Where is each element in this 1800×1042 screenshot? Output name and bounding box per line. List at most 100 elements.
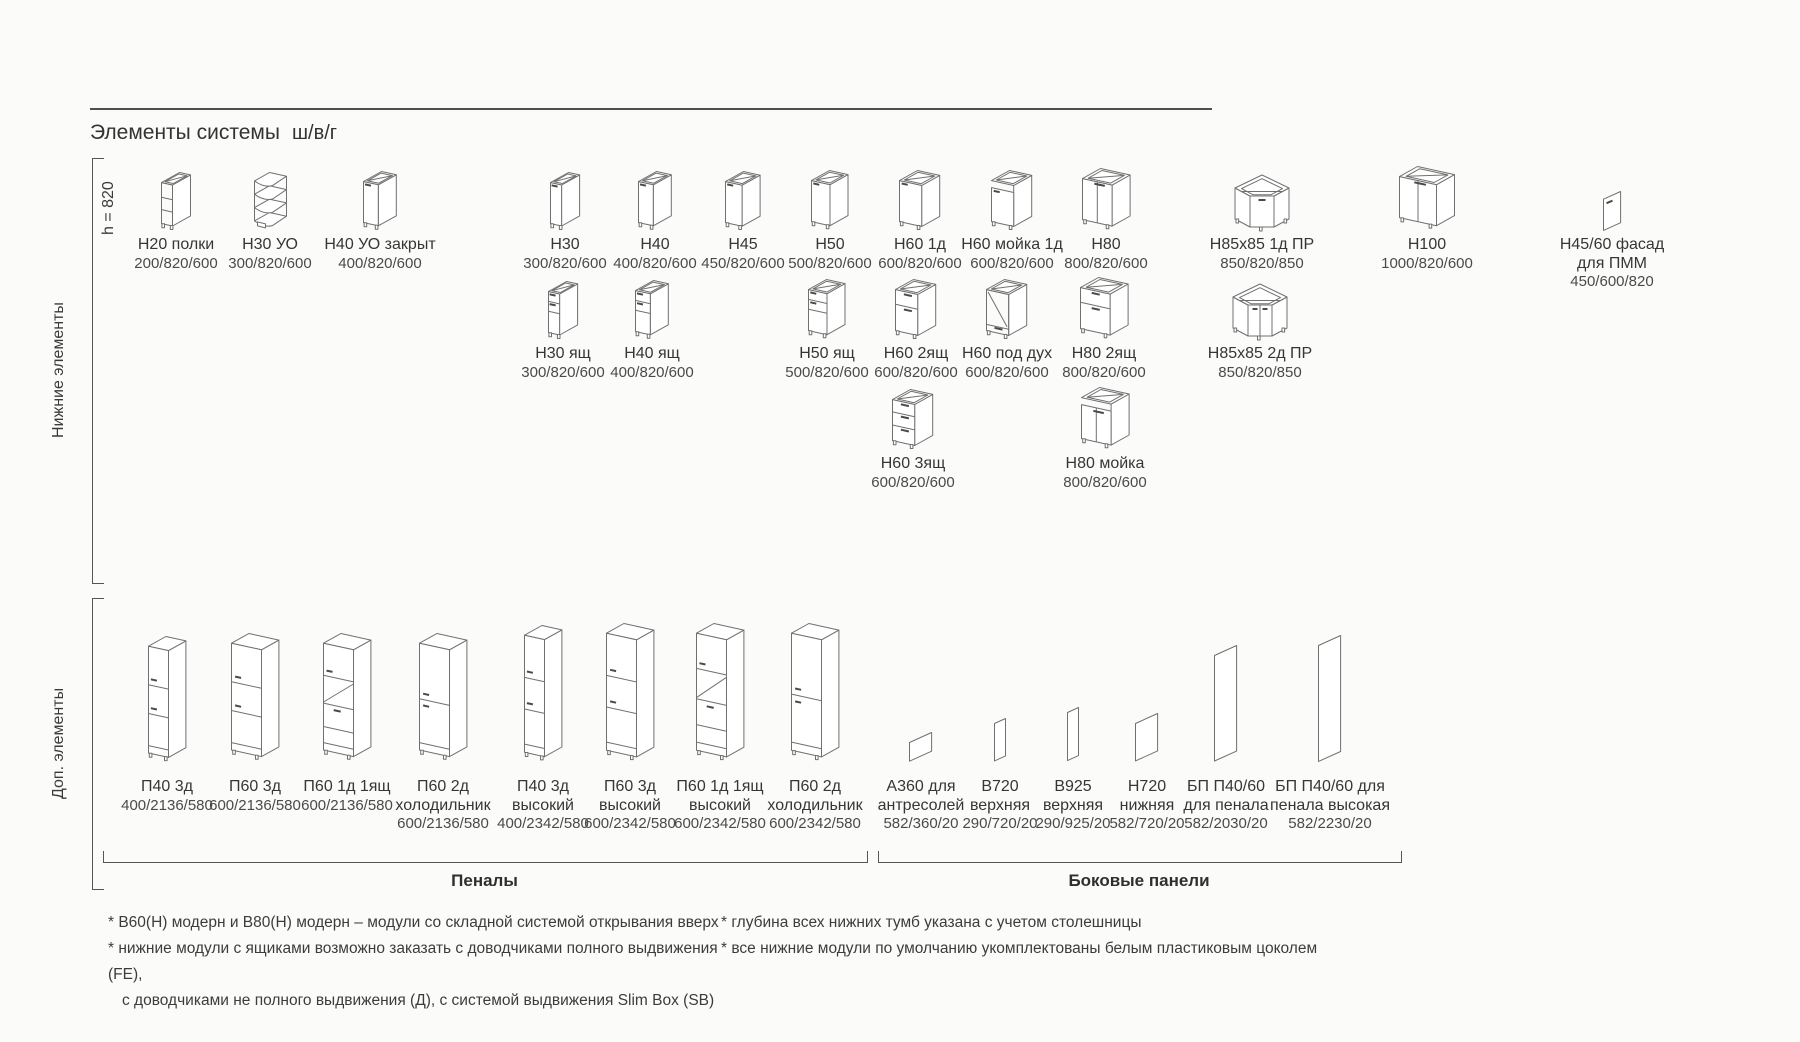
header-rule bbox=[90, 108, 1212, 110]
item-dims: 582/360/20 bbox=[883, 815, 959, 832]
item-name-2: нижняя bbox=[1119, 796, 1175, 814]
catalog-item: Н100 1000/820/600 bbox=[1365, 159, 1489, 273]
drawers-2-icon bbox=[854, 268, 978, 342]
item-name: Н20 полки bbox=[137, 236, 215, 253]
item-dims: 850/820/850 bbox=[1218, 363, 1302, 381]
door-1-icon bbox=[681, 159, 805, 233]
catalog-item: Н30 УО 300/820/600 bbox=[208, 159, 332, 273]
catalog-item: П60 1д 1ящ высокий 600/2342/580 bbox=[658, 618, 782, 834]
item-dims: 600/820/600 bbox=[970, 254, 1054, 272]
tall-3-door-icon bbox=[193, 618, 317, 764]
item-name: Н60 под дух bbox=[961, 345, 1053, 362]
door-1-icon bbox=[858, 159, 982, 233]
catalog-item: БП П40/60 для пенала высокая 582/2230/20 bbox=[1268, 618, 1392, 834]
side-panels-bracket bbox=[878, 851, 1402, 863]
item-dims: 400/820/600 bbox=[613, 254, 697, 272]
item-dims: 600/2342/580 bbox=[584, 815, 676, 832]
door-2-icon bbox=[1044, 159, 1168, 233]
catalog-item: Н85х85 1д ПР 850/820/850 bbox=[1200, 159, 1324, 273]
item-name: П60 1д 1ящ bbox=[676, 778, 764, 795]
catalog-item: Н30 ящ 300/820/600 bbox=[501, 268, 625, 382]
item-name: Н50 ящ bbox=[799, 345, 855, 362]
side-panel-icon bbox=[1011, 618, 1135, 764]
item-name: Н80 bbox=[1091, 236, 1121, 253]
item-name: Н720 bbox=[1127, 778, 1167, 795]
catalog-item: В925 верхняя 290/925/20 bbox=[1011, 618, 1135, 834]
door-1-icon bbox=[503, 159, 627, 233]
item-name: П40 3д bbox=[141, 778, 193, 795]
penals-bracket bbox=[103, 851, 868, 863]
footnote-line: * В60(Н) модерн и В80(Н) модерн – модули… bbox=[108, 914, 719, 931]
item-name: В720 bbox=[981, 778, 1019, 795]
catalog-item: П60 1д 1ящ 600/2136/580 bbox=[285, 618, 409, 815]
item-dims: 400/2342/580 bbox=[497, 815, 589, 832]
door-2-icon bbox=[1365, 159, 1489, 233]
units-label: ш/в/г bbox=[292, 122, 338, 144]
item-dims: 300/820/600 bbox=[523, 254, 607, 272]
item-dims: 300/820/600 bbox=[228, 254, 312, 272]
side-panel-icon bbox=[859, 618, 983, 764]
item-name: П60 3д bbox=[604, 778, 656, 795]
item-name: Н80 2ящ bbox=[1071, 345, 1137, 362]
item-dims: 200/820/600 bbox=[134, 254, 218, 272]
side-panel-icon bbox=[1085, 618, 1209, 764]
item-dims: 600/2136/580 bbox=[301, 796, 393, 814]
item-dims: 600/820/600 bbox=[878, 254, 962, 272]
tall-3-door-icon bbox=[568, 618, 692, 764]
item-dims: 582/2030/20 bbox=[1184, 815, 1268, 832]
item-name: Н60 2ящ bbox=[883, 345, 949, 362]
catalog-item: П40 3д высокий 400/2342/580 bbox=[481, 618, 605, 834]
drawers-2-icon bbox=[1042, 268, 1166, 342]
catalog-item: В720 верхняя 290/720/20 bbox=[938, 618, 1062, 834]
catalog-item: Н80 2ящ 800/820/600 bbox=[1042, 268, 1166, 382]
sink-1-door-icon bbox=[950, 159, 1074, 233]
item-dims: 450/820/600 bbox=[701, 254, 785, 272]
item-name: БП П40/60 bbox=[1187, 778, 1265, 795]
item-name-2: холодильник bbox=[767, 796, 863, 814]
drawers-2-door-icon bbox=[765, 268, 889, 342]
item-name: А360 для bbox=[886, 778, 956, 795]
item-dims: 290/720/20 bbox=[962, 815, 1038, 832]
catalog-item: Н30 300/820/600 bbox=[503, 159, 627, 273]
item-dims: 500/820/600 bbox=[788, 254, 872, 272]
item-dims: 400/820/600 bbox=[338, 254, 422, 272]
item-dims: 850/820/850 bbox=[1220, 254, 1304, 272]
catalog-item: Н45/60 фасад для ПММ 450/600/820 bbox=[1550, 159, 1674, 292]
corner-shelves-icon bbox=[208, 159, 332, 233]
item-name-2: высокий bbox=[689, 796, 751, 814]
corner-2-door-icon bbox=[1198, 268, 1322, 342]
item-dims: 400/820/600 bbox=[610, 363, 694, 381]
item-dims: 582/720/20 bbox=[1109, 815, 1185, 832]
item-name: Н85х85 1д ПР bbox=[1209, 236, 1315, 253]
footnote-line: * нижние модули с ящиками возможно заказ… bbox=[108, 940, 718, 983]
shelves-open-icon bbox=[114, 159, 238, 233]
catalog-item: П60 3д высокий 600/2342/580 bbox=[568, 618, 692, 834]
item-dims: 600/2136/580 bbox=[397, 815, 489, 832]
item-name-2: высокий bbox=[512, 796, 574, 814]
item-name: Н60 мойка 1д bbox=[961, 236, 1063, 253]
item-name: Н100 bbox=[1407, 236, 1447, 253]
catalog-item: Н60 под дух 600/820/600 bbox=[945, 268, 1069, 382]
item-name: Н45 bbox=[728, 236, 758, 253]
group-label-penals: Пеналы bbox=[451, 871, 518, 890]
tall-oven-icon bbox=[658, 618, 782, 764]
catalog-item: Н20 полки 200/820/600 bbox=[114, 159, 238, 273]
side-panel-icon bbox=[1164, 618, 1288, 764]
catalog-item: П60 2д холодильник 600/2342/580 bbox=[753, 618, 877, 834]
item-dims: 450/600/820 bbox=[1570, 273, 1654, 290]
item-name: Н30 ящ bbox=[535, 345, 591, 362]
item-name: П60 1д 1ящ bbox=[303, 778, 391, 795]
drawers-2-door-icon bbox=[501, 268, 625, 342]
catalog-item: Н40 400/820/600 bbox=[593, 159, 717, 273]
catalog-item: А360 для антресолей 582/360/20 bbox=[859, 618, 983, 834]
item-name: Н85х85 2д ПР bbox=[1207, 345, 1313, 362]
drawers-3-icon bbox=[851, 378, 975, 452]
footnotes-right: * глубина всех нижних тумб указана с уче… bbox=[721, 910, 1421, 962]
catalog-item: Н85х85 2д ПР 850/820/850 bbox=[1198, 268, 1322, 382]
item-name: Н40 bbox=[640, 236, 670, 253]
catalog-item: Н60 1д 600/820/600 bbox=[858, 159, 982, 273]
group-label-side-panels: Боковые панели bbox=[1068, 871, 1210, 890]
item-dims: 800/820/600 bbox=[1063, 473, 1147, 491]
item-dims: 600/820/600 bbox=[871, 473, 955, 491]
corner-1-door-icon bbox=[1200, 159, 1324, 233]
